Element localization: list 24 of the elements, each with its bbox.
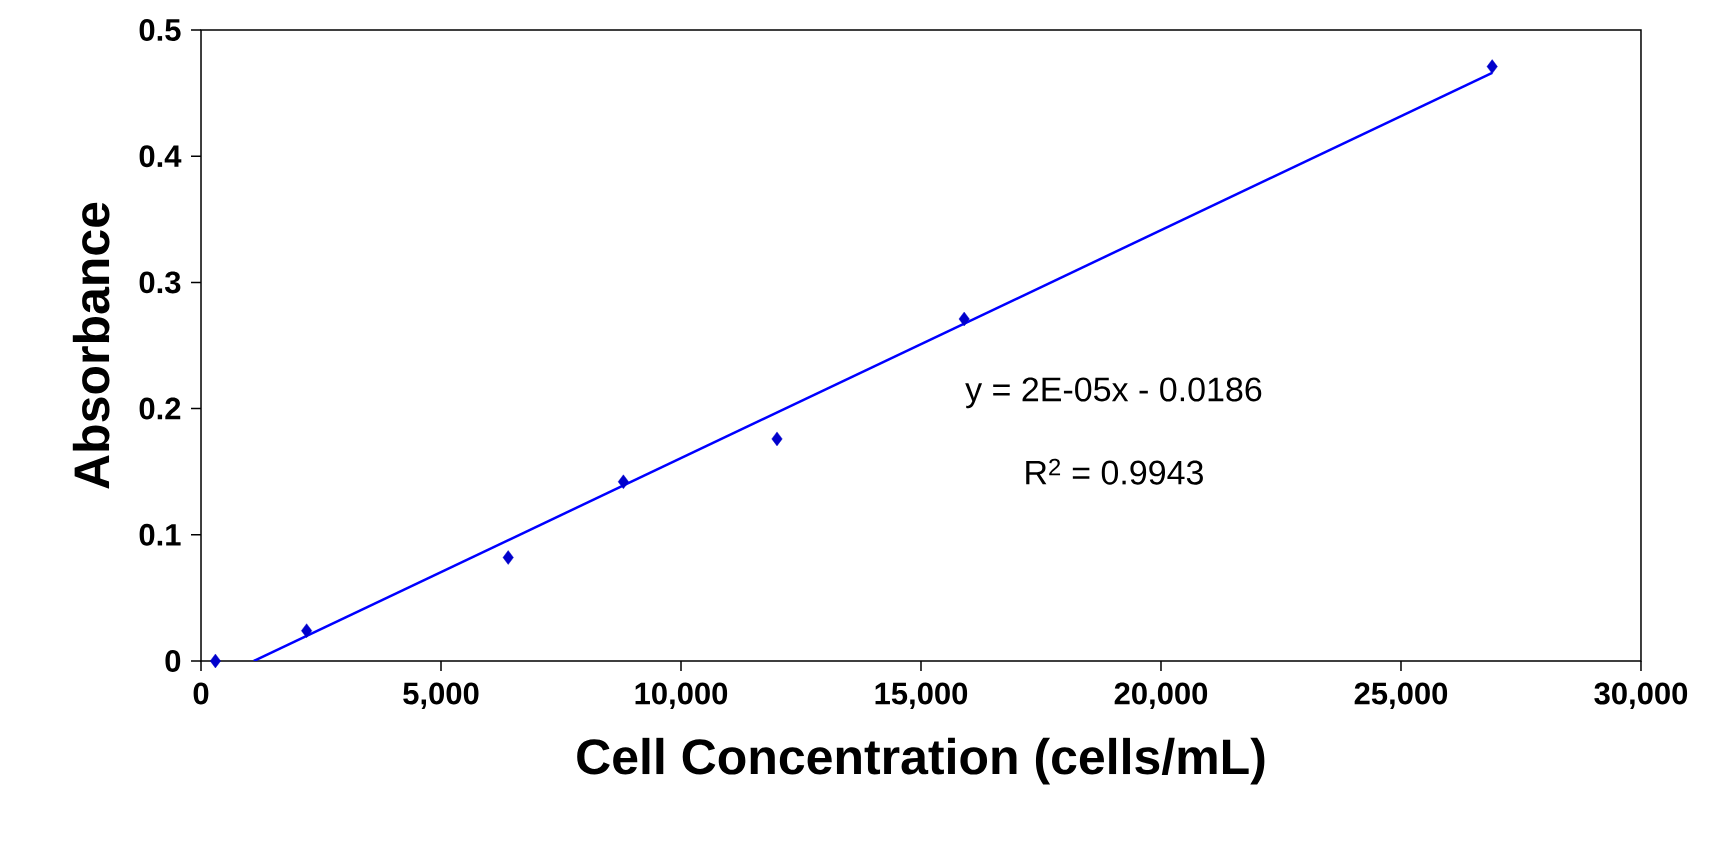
- x-tick-label: 5,000: [403, 682, 479, 709]
- point: [771, 431, 783, 447]
- x-tick-label: 10,000: [635, 682, 728, 709]
- y-tick-label: 0: [165, 650, 181, 672]
- point: [502, 550, 514, 565]
- point: [1486, 59, 1498, 74]
- annotation: R$^{2}$ = 0.9943: [1026, 458, 1203, 485]
- y-tick-label: 0.1: [139, 523, 181, 546]
- x-axis-title: Cell Concentration (cells/mL): [577, 737, 1265, 785]
- point: [301, 623, 313, 638]
- x-tick-label: 25,000: [1354, 682, 1448, 709]
- y-tick-label: 0.2: [139, 397, 181, 420]
- annotation: y = 2E-05x - 0.0186: [965, 377, 1262, 409]
- point: [958, 311, 970, 327]
- x-tick-label: 30,000: [1594, 682, 1688, 709]
- y-axis-title: Absorbance: [72, 202, 110, 489]
- point: [617, 474, 629, 489]
- x-tick-label: 15,000: [875, 682, 968, 709]
- x-tick-label: 20,000: [1114, 682, 1208, 709]
- x-tick-label: 0: [193, 682, 209, 705]
- y-tick-label: 0.4: [139, 145, 182, 168]
- point: [209, 653, 221, 669]
- y-tick-label: 0.5: [139, 19, 181, 41]
- y-tick-label: 0.3: [139, 271, 181, 294]
